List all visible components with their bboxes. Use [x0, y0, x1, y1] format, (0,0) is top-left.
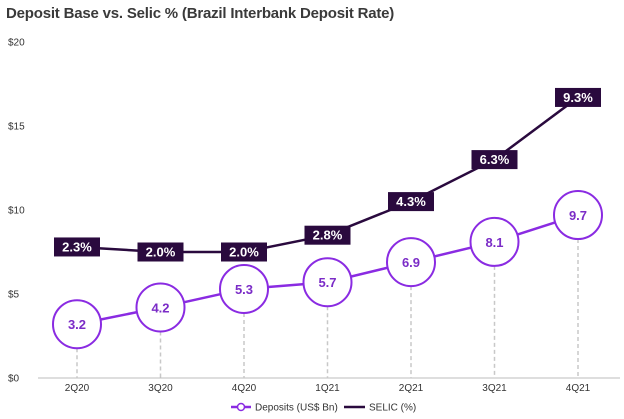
y-tick-label: $5 [8, 290, 20, 301]
deposit-data-label: 3.2 [68, 317, 86, 332]
selic-label-box [555, 87, 601, 107]
selic-data-label: 2.0% [229, 245, 259, 260]
selic-data-label: 2.8% [313, 228, 343, 243]
deposit-point [52, 299, 102, 350]
deposit-data-label: 5.3 [235, 282, 253, 297]
selic-data-label: 2.0% [146, 245, 176, 260]
selic-label-box [54, 237, 100, 257]
deposit-data-label: 8.1 [485, 235, 503, 250]
selic-label-box [221, 242, 267, 262]
legend-deposits-marker [236, 402, 246, 412]
deposit-point [553, 190, 603, 241]
y-tick-label: $20 [8, 38, 25, 49]
x-tick-label: 2Q21 [399, 383, 424, 394]
deposit-data-label: 5.7 [318, 275, 336, 290]
chart-title: Deposit Base vs. Selic % (Brazil Interba… [6, 5, 395, 22]
x-tick-label: 2Q20 [65, 383, 90, 394]
deposit-point [386, 237, 436, 288]
selic-data-label: 4.3% [396, 194, 426, 209]
y-tick-label: $0 [8, 374, 20, 385]
deposit-data-label: 6.9 [402, 255, 420, 270]
deposit-data-label: 9.7 [569, 208, 587, 223]
legend-deposits-label: Deposits (US$ Bn) [255, 403, 338, 414]
y-tick-label: $15 [8, 122, 25, 133]
selic-data-label: 9.3% [563, 90, 593, 105]
deposit-point [219, 263, 269, 314]
x-tick-label: 3Q21 [482, 383, 507, 394]
deposit-point [135, 282, 186, 333]
x-tick-label: 4Q20 [232, 383, 257, 394]
deposit-point [302, 257, 353, 308]
selic-data-label: 6.3% [480, 152, 510, 167]
deposit-point [469, 216, 520, 267]
deposit-data-label: 4.2 [151, 300, 169, 315]
selic-label-box [304, 225, 351, 245]
x-tick-label: 4Q21 [566, 383, 591, 394]
selic-label-box [388, 192, 434, 212]
y-tick-label: $10 [8, 206, 25, 217]
x-tick-label: 1Q21 [315, 383, 340, 394]
selic-label-box [137, 242, 184, 262]
selic-label-box [471, 150, 518, 170]
selic-data-label: 2.3% [62, 239, 92, 254]
x-tick-label: 3Q20 [148, 383, 173, 394]
legend-selic-label: SELIC (%) [369, 403, 416, 414]
